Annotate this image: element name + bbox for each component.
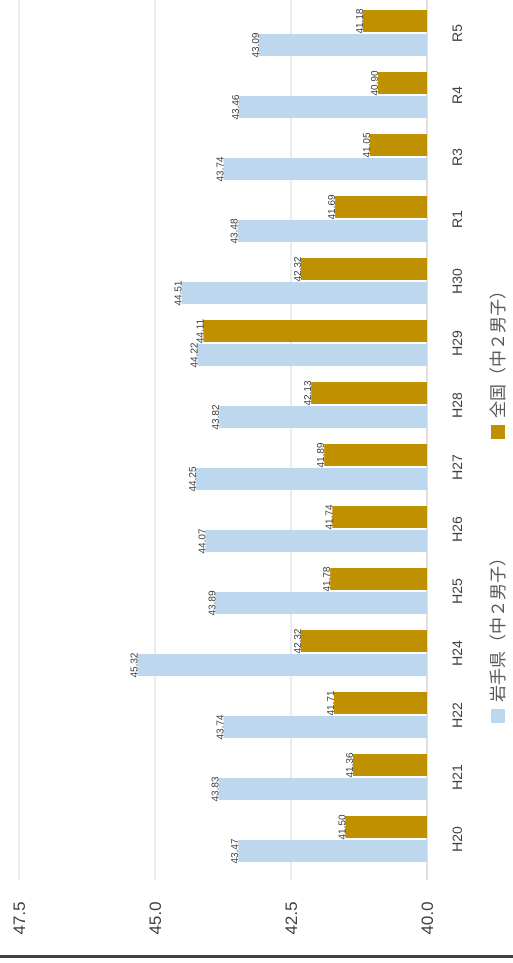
legend-swatch-iwate bbox=[491, 709, 505, 723]
data-label-national-H26: 41.74 bbox=[324, 504, 335, 529]
data-label-iwate-H24: 45.32 bbox=[130, 652, 141, 677]
bar-national-H24 bbox=[300, 630, 427, 652]
data-label-iwate-H20: 43.47 bbox=[230, 838, 241, 863]
category-label-H29: H29 bbox=[449, 330, 465, 356]
bar-iwate-H30 bbox=[181, 282, 427, 304]
bar-iwate-R4 bbox=[238, 96, 427, 118]
data-label-national-H29: 44.11 bbox=[195, 318, 206, 343]
data-label-national-R4: 40.90 bbox=[370, 70, 381, 95]
data-label-iwate-H22: 43.74 bbox=[216, 714, 227, 739]
data-label-national-H30: 42.32 bbox=[293, 256, 304, 281]
bar-iwate-R3 bbox=[223, 158, 427, 180]
bar-national-H30 bbox=[300, 258, 427, 280]
category-label-R4: R4 bbox=[449, 86, 465, 104]
data-label-national-H20: 41.50 bbox=[337, 814, 348, 839]
bar-iwate-H22 bbox=[223, 716, 427, 738]
value-tick-label: 42.5 bbox=[282, 901, 301, 934]
data-label-iwate-R5: 43.09 bbox=[251, 32, 262, 57]
data-label-national-H27: 41.89 bbox=[316, 442, 327, 467]
category-label-H27: H27 bbox=[449, 454, 465, 480]
category-label-R1: R1 bbox=[449, 210, 465, 228]
bar-national-H20 bbox=[345, 816, 427, 838]
legend-swatch-national bbox=[491, 425, 505, 439]
data-label-iwate-H29: 44.22 bbox=[189, 342, 200, 367]
bar-national-R5 bbox=[362, 10, 427, 32]
category-labels: H20 H21 H22 H24 H25 H26 H27 H28 H29 H30 R1 R3 R4 R5 bbox=[449, 24, 465, 852]
category-label-H21: H21 bbox=[449, 764, 465, 790]
data-label-iwate-R1: 43.48 bbox=[230, 218, 241, 243]
bar-national-H21 bbox=[353, 754, 427, 776]
bar-iwate-H26 bbox=[205, 530, 427, 552]
bar-national-R4 bbox=[378, 72, 427, 94]
value-tick-label: 45.0 bbox=[146, 901, 165, 934]
bar-iwate-H28 bbox=[219, 406, 427, 428]
bar-iwate-H25 bbox=[215, 592, 427, 614]
bar-national-H25 bbox=[330, 568, 427, 590]
bar-national-H28 bbox=[311, 382, 427, 404]
category-label-H28: H28 bbox=[449, 392, 465, 418]
data-label-iwate-H25: 43.89 bbox=[207, 590, 218, 615]
gridlines bbox=[18, 0, 428, 880]
bar-iwate-H24 bbox=[137, 654, 428, 676]
bar-iwate-H27 bbox=[195, 468, 427, 490]
bar-national-H27 bbox=[324, 444, 427, 466]
bar-national-H22 bbox=[333, 692, 427, 714]
data-label-iwate-R3: 43.74 bbox=[216, 156, 227, 181]
data-label-national-H25: 41.78 bbox=[322, 566, 333, 591]
data-label-iwate-H26: 44.07 bbox=[198, 528, 209, 553]
bar-national-H26 bbox=[332, 506, 427, 528]
category-label-H20: H20 bbox=[449, 826, 465, 852]
data-label-iwate-R4: 43.46 bbox=[231, 94, 242, 119]
bar-iwate-R5 bbox=[258, 34, 427, 56]
bar-national-R1 bbox=[335, 196, 427, 218]
data-label-national-H24: 42.32 bbox=[293, 628, 304, 653]
value-tick-label: 40.0 bbox=[418, 901, 437, 934]
bottom-border bbox=[0, 955, 513, 958]
bar-iwate-H20 bbox=[238, 840, 427, 862]
legend: 岩手県（中２男子） 全国（中２男子） bbox=[489, 282, 508, 723]
data-label-iwate-H28: 43.82 bbox=[211, 404, 222, 429]
category-label-H24: H24 bbox=[449, 640, 465, 666]
legend-label-national: 全国（中２男子） bbox=[489, 282, 508, 418]
bars bbox=[137, 10, 428, 862]
legend-label-iwate: 岩手県（中２男子） bbox=[489, 549, 508, 702]
data-label-national-R1: 41.69 bbox=[327, 194, 338, 219]
data-label-iwate-H21: 43.83 bbox=[211, 776, 222, 801]
data-label-national-R3: 41.05 bbox=[362, 132, 373, 157]
category-label-H25: H25 bbox=[449, 578, 465, 604]
data-label-national-H22: 41.71 bbox=[326, 690, 337, 715]
category-label-H26: H26 bbox=[449, 516, 465, 542]
bar-iwate-R1 bbox=[237, 220, 427, 242]
data-label-national-H28: 42.13 bbox=[303, 380, 314, 405]
category-label-H22: H22 bbox=[449, 702, 465, 728]
bar-iwate-H21 bbox=[218, 778, 427, 800]
category-label-R5: R5 bbox=[449, 24, 465, 42]
bar-iwate-H29 bbox=[197, 344, 427, 366]
data-label-iwate-H27: 44.25 bbox=[188, 466, 199, 491]
bar-national-R3 bbox=[369, 134, 427, 156]
value-tick-label: 47.5 bbox=[10, 901, 29, 934]
category-label-R3: R3 bbox=[449, 148, 465, 166]
value-tick-labels: 40.0 42.5 45.0 47.5 bbox=[10, 901, 437, 934]
category-label-H30: H30 bbox=[449, 268, 465, 294]
data-label-national-H21: 41.36 bbox=[345, 752, 356, 777]
data-label-iwate-H30: 44.51 bbox=[174, 280, 185, 305]
bar-national-H29 bbox=[203, 320, 427, 342]
data-label-national-R5: 41.18 bbox=[355, 8, 366, 33]
data-labels: 41.50 43.47 41.36 43.83 41.71 43.74 42.32 45.32… bbox=[130, 8, 381, 863]
